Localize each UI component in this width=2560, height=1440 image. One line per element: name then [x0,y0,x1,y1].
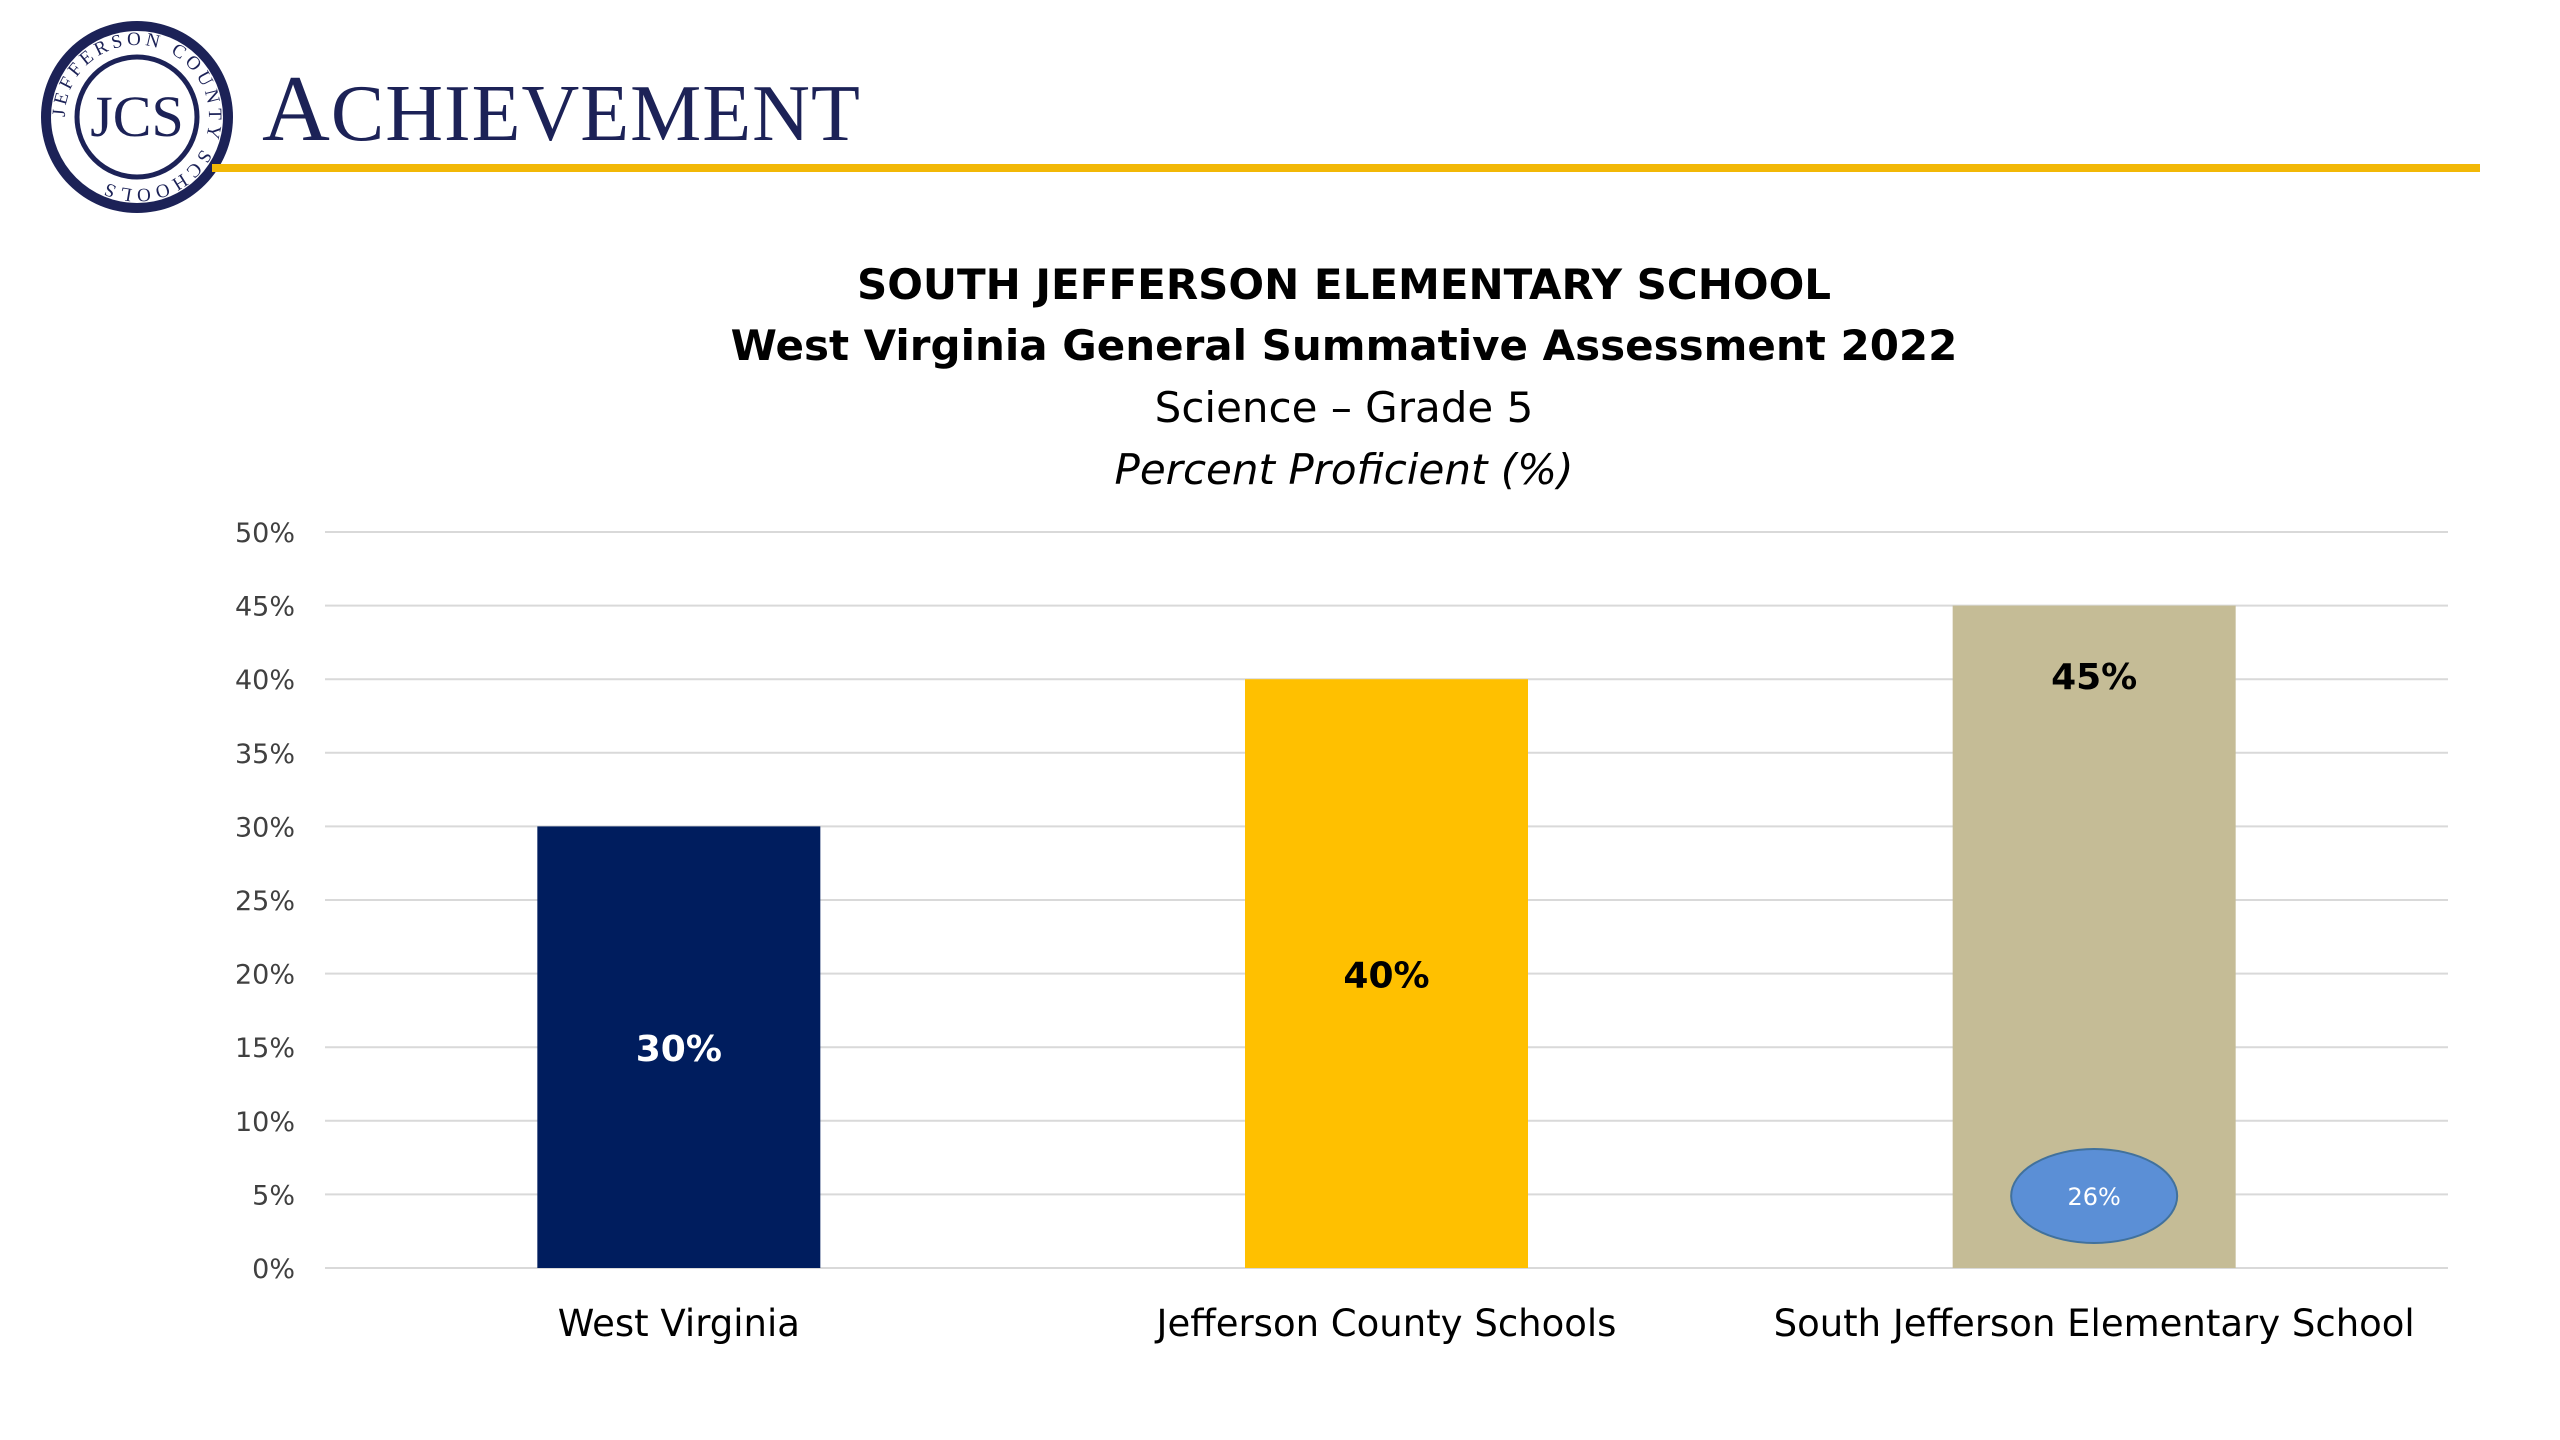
data-label: 45% [2051,657,2137,698]
annotation-bubble [2010,1148,2179,1244]
x-category-label: South Jefferson Elementary School [1774,1302,2415,1345]
chart-subject: Science – Grade 5 [1154,383,1534,432]
page-title: ACHIEVEMENT [262,57,861,161]
chart-subtitle: West Virginia General Summative Assessme… [730,321,1958,370]
chart-measure-label: Percent Proficient (%) [1114,445,1574,494]
data-label: 30% [636,1029,722,1070]
annotation-label: 26% [2067,1183,2120,1211]
data-label: 40% [1343,956,1429,997]
y-tick-label: 25% [235,886,295,917]
y-tick-label: 5% [252,1180,295,1211]
y-tick-label: 50% [235,518,295,549]
logo-monogram: JCS [90,84,184,149]
header-rule [212,164,2480,172]
y-tick-label: 40% [235,665,295,696]
bar [1245,679,1528,1268]
y-tick-label: 10% [235,1107,295,1138]
bar [537,826,821,1268]
y-tick-label: 35% [235,739,295,770]
y-tick-label: 45% [235,592,295,623]
y-tick-label: 0% [252,1254,295,1285]
x-category-label: Jefferson County Schools [1155,1302,1617,1345]
y-tick-label: 30% [235,812,295,843]
y-tick-label: 15% [235,1033,295,1064]
chart-title-block: SOUTH JEFFERSON ELEMENTARY SCHOOL West V… [0,255,2560,501]
jcs-logo: JEFFERSON COUNTY SCHOOLS JCS [38,18,236,216]
chart-title: SOUTH JEFFERSON ELEMENTARY SCHOOL [856,260,1832,309]
x-category-label: West Virginia [558,1302,800,1345]
y-tick-label: 20% [235,960,295,991]
